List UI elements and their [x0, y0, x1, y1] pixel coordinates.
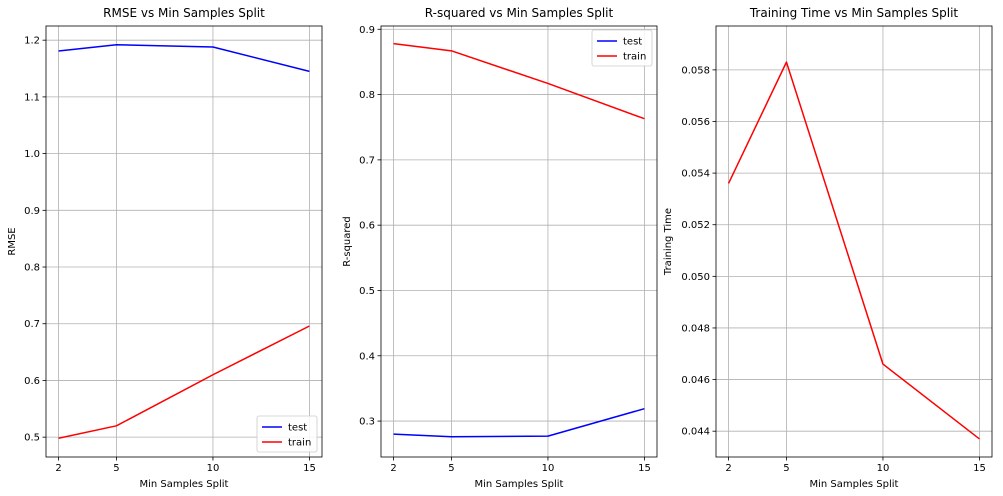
y-axis-label: RMSE [7, 227, 18, 255]
y-axis-label: R-squared [342, 216, 353, 267]
series-line-test [393, 407, 645, 438]
chart-title: RMSE vs Min Samples Split [103, 6, 265, 20]
series-line-train [393, 42, 645, 120]
legend-label-train: train [623, 52, 646, 63]
plot-frame [715, 25, 993, 458]
series-line-train [58, 325, 310, 440]
x-axis-label: Min Samples Split [810, 479, 899, 490]
chart-panel-2: 2 5 10 15 0.3 0.4 0.5 0.6 0.7 0.8 0.9 R-squared vs … [342, 6, 658, 490]
x-tick-label: 10 [542, 463, 555, 474]
y-tick-label: 0.7 [24, 319, 40, 330]
series-line-test [58, 43, 310, 73]
series-line-series-1 [727, 61, 980, 440]
x-tick-label: 5 [113, 463, 119, 474]
chart-title: R-squared vs Min Samples Split [425, 6, 614, 20]
y-tick-label: 0.054 [681, 169, 710, 180]
x-tick-label: 2 [725, 463, 731, 474]
legend-box [591, 29, 653, 67]
y-tick-label: 0.046 [681, 375, 710, 386]
plot-frame [45, 25, 323, 458]
y-tick-label: 1.1 [24, 92, 40, 103]
x-tick-label: 15 [303, 463, 316, 474]
legend: test train [591, 29, 653, 67]
y-tick-label: 0.7 [359, 155, 375, 166]
x-tick-label: 2 [390, 463, 396, 474]
legend: test train [256, 415, 318, 453]
y-tick-label: 0.9 [359, 25, 375, 36]
y-tick-label: 0.3 [359, 417, 375, 428]
chart-panel-3: 2 5 10 15 0.044 0.046 0.048 0.050 0.052 0.054 0.05… [663, 6, 993, 490]
y-tick-label: 0.4 [359, 351, 375, 362]
x-tick-label: 10 [207, 463, 220, 474]
legend-label-train: train [288, 438, 311, 449]
plot-frame [380, 25, 658, 458]
y-tick-label: 0.5 [359, 286, 375, 297]
y-tick-label: 0.056 [681, 117, 710, 128]
y-tick-label: 1.0 [24, 149, 40, 160]
legend-label-test: test [623, 37, 642, 48]
y-tick-label: 0.6 [24, 376, 40, 387]
legend-box [256, 415, 318, 453]
y-tick-label: 0.9 [24, 206, 40, 217]
x-tick-label: 10 [877, 463, 890, 474]
x-tick-label: 2 [55, 463, 61, 474]
x-axis-label: Min Samples Split [140, 479, 229, 490]
y-tick-label: 0.058 [681, 65, 710, 76]
y-tick-label: 0.8 [359, 90, 375, 101]
y-tick-label: 0.6 [359, 221, 375, 232]
y-tick-label: 0.050 [681, 272, 710, 283]
y-axis-label: Training Time [663, 208, 674, 276]
y-tick-label: 0.052 [681, 220, 710, 231]
chart-panel-1: 2 5 10 15 0.5 0.6 0.7 0.8 0.9 1.0 1.1 1.2 RMSE vs Mi… [7, 6, 323, 490]
chart-title: Training Time vs Min Samples Split [749, 6, 959, 20]
y-tick-label: 0.5 [24, 433, 40, 444]
x-tick-label: 5 [448, 463, 454, 474]
legend-label-test: test [288, 423, 307, 434]
y-tick-label: 0.8 [24, 263, 40, 274]
y-tick-label: 0.044 [681, 427, 710, 438]
x-tick-label: 15 [638, 463, 651, 474]
y-tick-label: 1.2 [24, 36, 40, 47]
x-axis-label: Min Samples Split [475, 479, 564, 490]
y-tick-label: 0.048 [681, 323, 710, 334]
x-tick-label: 5 [783, 463, 789, 474]
x-tick-label: 15 [973, 463, 986, 474]
